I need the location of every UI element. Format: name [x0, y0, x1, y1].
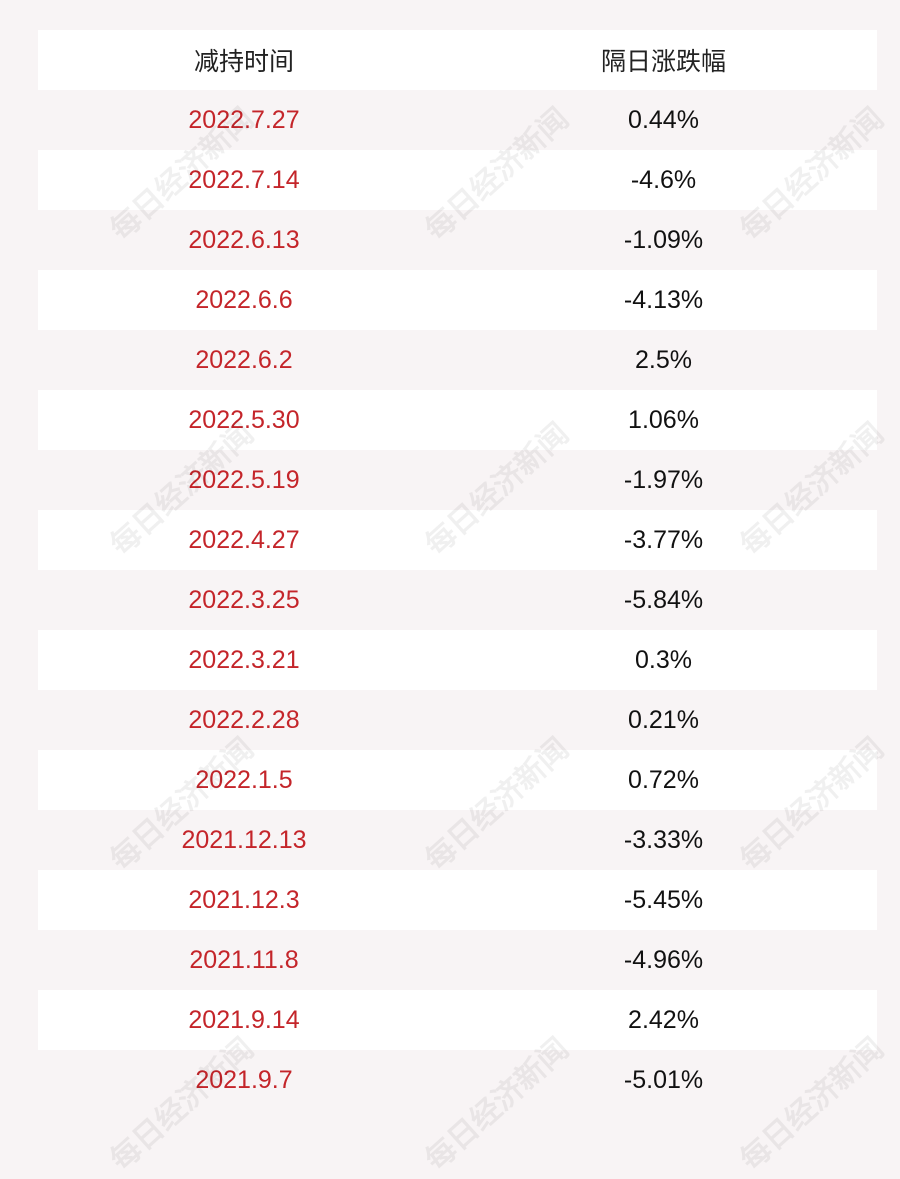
sell-date-cell: 2022.2.28	[188, 705, 300, 734]
table-row: 2022.5.30 1.06%	[38, 390, 877, 450]
header-next-day-change: 隔日涨跌幅	[600, 48, 726, 76]
table-row: 2022.2.28 0.21%	[38, 690, 877, 750]
sell-date-cell: 2022.5.19	[188, 465, 300, 494]
sell-date-cell: 2022.6.13	[188, 225, 300, 254]
sell-date-cell: 2022.7.14	[188, 165, 300, 194]
next-day-change-cell: -4.13%	[623, 285, 704, 314]
data-table: 减持时间 隔日涨跌幅 2022.7.27 0.44% 2022.7.14 -4.6% 2…	[38, 30, 877, 1110]
next-day-change-cell: 1.06%	[628, 405, 699, 434]
next-day-change-cell: 2.5%	[635, 345, 692, 374]
sell-date-cell: 2022.4.27	[188, 525, 300, 554]
sell-date-cell: 2021.12.3	[188, 885, 300, 914]
next-day-change-cell: -1.97%	[623, 465, 704, 494]
table-row: 2022.6.13 -1.09%	[38, 210, 877, 270]
table-row: 2022.3.21 0.3%	[38, 630, 877, 690]
next-day-change-cell: 0.72%	[628, 765, 699, 794]
sell-date-cell: 2021.12.13	[181, 825, 307, 854]
next-day-change-cell: 0.44%	[628, 105, 699, 134]
table-row: 2022.4.27 -3.77%	[38, 510, 877, 570]
sell-date-cell: 2022.6.6	[195, 285, 293, 314]
table-row: 2021.9.14 2.42%	[38, 990, 877, 1050]
next-day-change-cell: -3.77%	[623, 525, 704, 554]
table-row: 2021.12.3 -5.45%	[38, 870, 877, 930]
next-day-change-cell: 0.3%	[635, 645, 692, 674]
sell-date-cell: 2022.5.30	[188, 405, 300, 434]
table-row: 2022.6.2 2.5%	[38, 330, 877, 390]
sell-date-cell: 2022.7.27	[188, 105, 300, 134]
table-body: 2022.7.27 0.44% 2022.7.14 -4.6% 2022.6.13 -1.…	[38, 90, 877, 1110]
sell-date-cell: 2022.3.25	[188, 585, 300, 614]
next-day-change-cell: -5.45%	[623, 885, 704, 914]
table-header: 减持时间 隔日涨跌幅	[38, 30, 877, 90]
next-day-change-cell: 2.42%	[628, 1005, 699, 1034]
table-row: 2021.9.7 -5.01%	[38, 1050, 877, 1110]
table-row: 2022.3.25 -5.84%	[38, 570, 877, 630]
table-row: 2022.1.5 0.72%	[38, 750, 877, 810]
sell-date-cell: 2021.9.7	[195, 1065, 293, 1094]
table-row: 2021.11.8 -4.96%	[38, 930, 877, 990]
sell-date-cell: 2021.11.8	[189, 945, 299, 974]
header-sell-date: 减持时间	[193, 48, 294, 76]
next-day-change-cell: -1.09%	[623, 225, 704, 254]
next-day-change-cell: -5.84%	[623, 585, 704, 614]
next-day-change-cell: -3.33%	[623, 825, 704, 854]
table-row: 2022.5.19 -1.97%	[38, 450, 877, 510]
next-day-change-cell: 0.21%	[628, 705, 699, 734]
next-day-change-cell: -4.6%	[630, 165, 697, 194]
table-row: 2022.7.27 0.44%	[38, 90, 877, 150]
sell-date-cell: 2022.6.2	[195, 345, 293, 374]
sell-date-cell: 2021.9.14	[188, 1005, 300, 1034]
table-row: 2022.7.14 -4.6%	[38, 150, 877, 210]
sell-date-cell: 2022.3.21	[188, 645, 300, 674]
table-row: 2022.6.6 -4.13%	[38, 270, 877, 330]
table-row: 2021.12.13 -3.33%	[38, 810, 877, 870]
next-day-change-cell: -5.01%	[623, 1065, 704, 1094]
next-day-change-cell: -4.96%	[623, 945, 704, 974]
sell-date-cell: 2022.1.5	[195, 765, 293, 794]
